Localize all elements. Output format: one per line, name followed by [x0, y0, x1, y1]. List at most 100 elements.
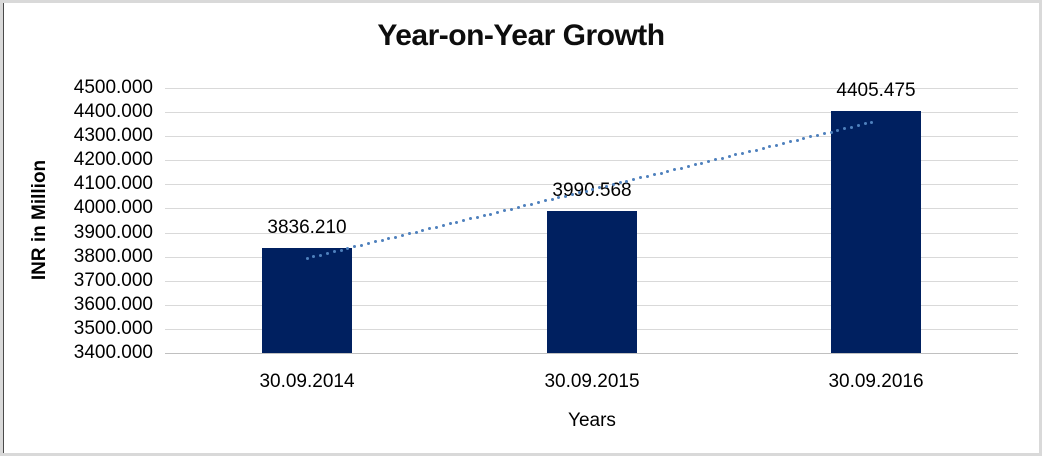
chart-title: Year-on-Year Growth	[377, 19, 665, 52]
trendline-dot	[550, 197, 554, 201]
trendline-dot	[332, 250, 336, 254]
x-tick-label: 30.09.2016	[828, 371, 924, 392]
trendline-dot	[618, 181, 622, 185]
trendline-dot	[639, 176, 643, 180]
y-tick-label: 3500.000	[73, 318, 153, 339]
y-tick-label: 3800.000	[73, 246, 153, 267]
trendline-dot	[394, 235, 398, 239]
y-tick-label: 4300.000	[73, 125, 153, 146]
y-tick-label: 4100.000	[73, 173, 153, 194]
trendline-dot	[809, 135, 813, 139]
trendline-dot	[822, 132, 826, 136]
trendline-dot	[707, 160, 711, 164]
gridline	[165, 184, 1018, 185]
bar	[547, 211, 637, 353]
y-tick-label: 3900.000	[73, 222, 153, 243]
trendline-dot	[645, 174, 649, 178]
trendline-dot	[659, 171, 663, 175]
trendline-dot	[448, 222, 452, 226]
trendline-dot	[666, 169, 670, 173]
trendline-dot	[795, 138, 799, 142]
trendline-dot	[557, 196, 561, 200]
gridline	[165, 88, 1018, 89]
bar	[262, 248, 352, 353]
trendline-dot	[353, 245, 357, 249]
bar-value-label: 4405.475	[836, 80, 916, 101]
trendline-dot	[564, 194, 568, 198]
trendline-dot	[775, 143, 779, 147]
trendline-dot	[727, 155, 731, 159]
trendline-dot	[734, 153, 738, 157]
x-tick-label: 30.09.2014	[259, 371, 355, 392]
trendline-dot	[339, 248, 343, 252]
trendline-dot	[516, 206, 520, 209]
trendline-dot	[598, 186, 602, 190]
trendline-dot	[584, 189, 588, 193]
trendline-dot	[747, 150, 751, 154]
trendline-dot	[496, 210, 500, 214]
trendline-dot	[326, 251, 330, 255]
trendline-dot	[836, 128, 840, 132]
trendline-dot	[870, 120, 874, 124]
trendline-dot	[782, 141, 785, 145]
gridline	[165, 112, 1018, 113]
trendline-dot	[387, 237, 391, 241]
trendline-dot	[571, 192, 575, 196]
trendline-dot	[434, 225, 438, 229]
trendline-dot	[625, 179, 629, 183]
trendline-dot	[305, 256, 309, 260]
trendline-dot	[543, 199, 547, 203]
trendline-dot	[632, 178, 636, 182]
trendline-dot	[319, 253, 323, 257]
trendline-dot	[673, 168, 677, 172]
trendline-dot	[686, 164, 690, 168]
trendline-dot	[366, 242, 370, 246]
trendline-dot	[346, 247, 350, 251]
y-tick-label: 4200.000	[73, 149, 153, 170]
trendline-dot	[802, 137, 806, 141]
trendline-dot	[489, 212, 493, 216]
bar-value-label: 3836.210	[267, 217, 347, 238]
trendline-dot	[360, 243, 364, 247]
trendline-dot	[468, 217, 472, 221]
y-tick-label: 3400.000	[73, 342, 153, 363]
x-axis-line	[165, 353, 1018, 354]
trendline-dot	[720, 156, 724, 160]
trendline-dot	[475, 215, 479, 219]
trendline-dot	[380, 238, 384, 242]
trendline-dot	[700, 161, 704, 165]
y-tick-label: 4500.000	[73, 77, 153, 98]
trendline-dot	[863, 122, 867, 126]
trendline-dot	[652, 173, 656, 177]
trendline-dot	[530, 202, 534, 206]
y-tick-label: 3600.000	[73, 294, 153, 315]
trendline-dot	[741, 151, 745, 155]
x-tick-label: 30.09.2015	[544, 371, 640, 392]
trendline-dot	[373, 240, 377, 244]
trendline-dot	[414, 230, 418, 234]
trendline-dot	[537, 201, 541, 205]
trendline-dot	[503, 209, 506, 213]
trendline-dot	[462, 219, 466, 223]
trendline-dot	[816, 133, 820, 137]
trendline-dot	[829, 130, 833, 134]
trendline-dot	[400, 233, 404, 237]
trendline-dot	[679, 166, 683, 170]
trendline-dot	[856, 123, 860, 127]
x-axis-title: Years	[568, 410, 616, 431]
trendline-dot	[407, 232, 411, 236]
trendline-dot	[312, 255, 316, 259]
trendline-dot	[605, 184, 609, 188]
trendline-dot	[843, 127, 847, 131]
trendline-dot	[577, 191, 581, 195]
trendline-dot	[455, 220, 459, 224]
trendline-dot	[788, 140, 792, 144]
trendline-dot	[428, 227, 432, 231]
trendline-dot	[421, 228, 425, 232]
bar-value-label: 3990.568	[507, 179, 677, 203]
trendline-dot	[850, 125, 854, 129]
trendline-dot	[482, 214, 486, 218]
trendline-dot	[761, 146, 765, 150]
trendline-dot	[591, 187, 595, 191]
